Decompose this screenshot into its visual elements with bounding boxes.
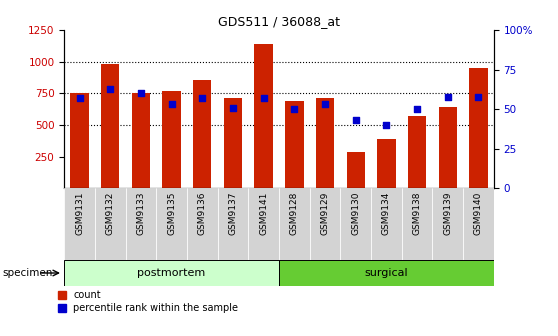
- FancyBboxPatch shape: [463, 188, 494, 260]
- FancyBboxPatch shape: [64, 188, 95, 260]
- Title: GDS511 / 36088_at: GDS511 / 36088_at: [218, 15, 340, 28]
- Text: postmortem: postmortem: [137, 268, 206, 278]
- Bar: [377, 139, 396, 188]
- Text: GSM9130: GSM9130: [351, 192, 360, 235]
- Bar: [285, 101, 304, 188]
- FancyBboxPatch shape: [402, 188, 432, 260]
- FancyBboxPatch shape: [371, 188, 402, 260]
- Text: GSM9132: GSM9132: [105, 192, 115, 235]
- Point: [198, 95, 206, 101]
- Text: GSM9133: GSM9133: [136, 192, 146, 235]
- Text: GSM9141: GSM9141: [259, 192, 268, 235]
- Point: [412, 107, 421, 112]
- Point: [228, 105, 237, 110]
- FancyBboxPatch shape: [432, 188, 463, 260]
- Point: [105, 86, 115, 91]
- Bar: [70, 93, 89, 188]
- FancyBboxPatch shape: [340, 188, 371, 260]
- Point: [75, 95, 84, 101]
- Point: [443, 94, 452, 99]
- Point: [320, 102, 329, 107]
- Bar: [469, 68, 488, 188]
- Point: [474, 94, 483, 99]
- Text: GSM9128: GSM9128: [290, 192, 299, 235]
- Point: [259, 95, 268, 101]
- Point: [351, 118, 360, 123]
- Text: GSM9137: GSM9137: [228, 192, 238, 235]
- Bar: [408, 116, 426, 188]
- Bar: [193, 80, 211, 188]
- FancyBboxPatch shape: [248, 188, 279, 260]
- Bar: [224, 98, 242, 188]
- Bar: [101, 64, 119, 188]
- FancyBboxPatch shape: [126, 188, 156, 260]
- FancyBboxPatch shape: [95, 188, 126, 260]
- Text: GSM9138: GSM9138: [412, 192, 422, 235]
- Text: GSM9140: GSM9140: [474, 192, 483, 235]
- Bar: [162, 91, 181, 188]
- Text: GSM9134: GSM9134: [382, 192, 391, 235]
- FancyBboxPatch shape: [310, 188, 340, 260]
- Point: [290, 107, 299, 112]
- Point: [382, 122, 391, 128]
- FancyBboxPatch shape: [64, 260, 279, 286]
- FancyBboxPatch shape: [279, 260, 494, 286]
- Bar: [347, 152, 365, 188]
- Point: [167, 102, 176, 107]
- Bar: [316, 98, 334, 188]
- FancyBboxPatch shape: [279, 188, 310, 260]
- Point: [136, 91, 145, 96]
- Bar: [254, 44, 273, 188]
- Text: surgical: surgical: [364, 268, 408, 278]
- FancyBboxPatch shape: [156, 188, 187, 260]
- Bar: [439, 107, 457, 188]
- FancyBboxPatch shape: [187, 188, 218, 260]
- Text: GSM9136: GSM9136: [198, 192, 207, 235]
- Legend: count, percentile rank within the sample: count, percentile rank within the sample: [58, 290, 238, 313]
- Text: GSM9139: GSM9139: [443, 192, 453, 235]
- Text: specimen: specimen: [3, 268, 53, 278]
- Bar: [132, 93, 150, 188]
- Text: GSM9135: GSM9135: [167, 192, 176, 235]
- Text: GSM9129: GSM9129: [320, 192, 330, 235]
- Text: GSM9131: GSM9131: [75, 192, 84, 235]
- FancyBboxPatch shape: [218, 188, 248, 260]
